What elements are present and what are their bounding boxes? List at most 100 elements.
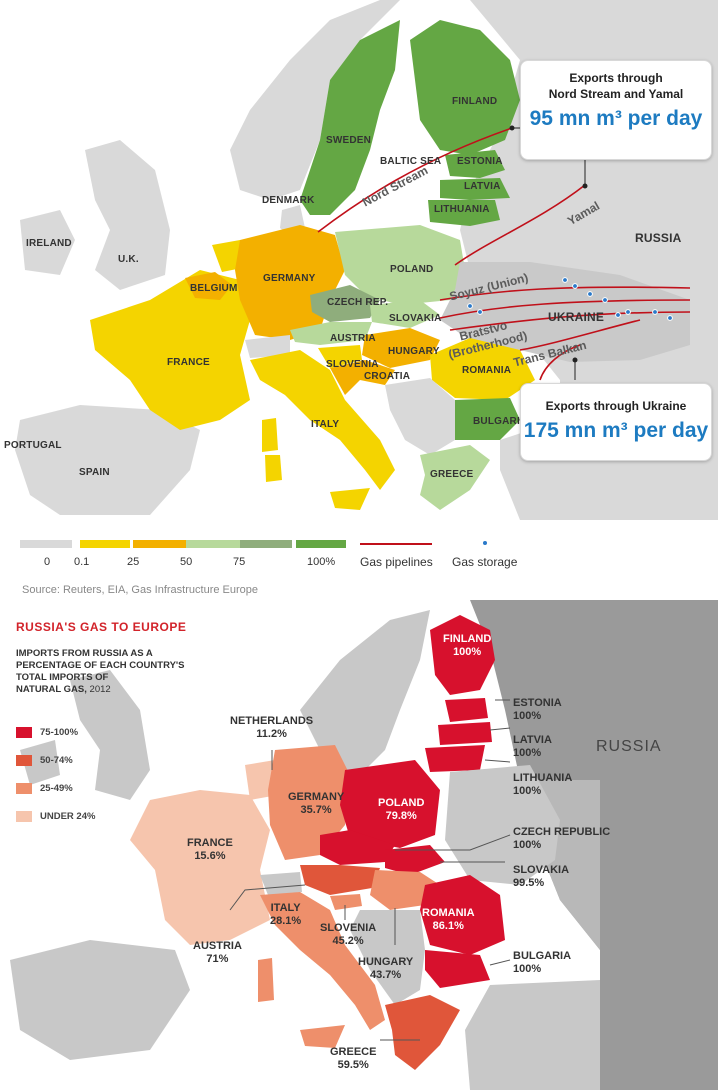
subtitle-line4: NATURAL GAS, (16, 684, 87, 695)
label-finland: FINLAND (452, 96, 498, 107)
callout-south-value: 175 mn m³ per day (523, 419, 709, 442)
country-hungary: HUNGARY 43.7% (358, 956, 413, 982)
estonia-name: ESTONIA (513, 697, 562, 709)
finland-value: 100% (453, 646, 482, 658)
czech-name: CZECH REPUBLIC (513, 826, 611, 838)
greece-value: 59.5% (337, 1059, 369, 1071)
country-france: FRANCE 15.6% (187, 837, 233, 863)
bottom-legend-item-3: 25-49% (16, 783, 73, 794)
legend-swatch-under-24 (16, 811, 32, 822)
country-romania: ROMANIA 86.1% (422, 907, 475, 933)
label-italy: ITALY (311, 419, 340, 430)
country-germany: GERMANY 35.7% (288, 791, 344, 817)
callout-north-line1: Exports through (569, 71, 663, 85)
top-map: FINLAND SWEDEN ESTONIA BALTIC SEA LATVIA… (0, 0, 718, 520)
subtitle-line3: TOTAL IMPORTS OF (16, 672, 109, 683)
country-czech: CZECH REPUBLIC 100% (513, 826, 610, 852)
gas-storage-points (467, 277, 673, 321)
legend-storage-label: Gas storage (452, 555, 518, 569)
slovakia-value: 99.5% (513, 877, 545, 889)
label-austria: AUSTRIA (330, 333, 376, 344)
country-italy: ITALY 28.1% (270, 902, 301, 928)
label-sweden: SWEDEN (326, 135, 372, 146)
italy-shape (260, 892, 385, 1030)
country-netherlands: NETHERLANDS 11.2% (230, 715, 313, 741)
country-lithuania: LITHUANIA 100% (513, 772, 572, 798)
legend-swatch-25-49 (16, 783, 32, 794)
greece-shape (385, 995, 460, 1070)
finland-region (410, 20, 520, 155)
france-name: FRANCE (187, 837, 233, 849)
legend-label-under-24: UNDER 24% (40, 811, 96, 823)
germany-shape (268, 745, 350, 860)
italy-value: 28.1% (270, 915, 302, 927)
bottom-subtitle: IMPORTS FROM RUSSIA AS A PERCENTAGE OF E… (16, 648, 196, 696)
country-poland: POLAND 79.8% (378, 797, 424, 823)
label-lithuania: LITHUANIA (434, 204, 490, 215)
lithuania-name: LITHUANIA (513, 772, 573, 784)
romania-shape (420, 875, 505, 955)
latvia-value: 100% (513, 747, 542, 759)
label-slovenia: SLOVENIA (326, 359, 379, 370)
legend-swatch-50-74 (16, 755, 32, 766)
legend-swatch-0 (20, 540, 72, 548)
country-greece: GREECE 59.5% (330, 1046, 376, 1072)
callout-south-title: Exports through Ukraine (545, 399, 687, 413)
country-latvia: LATVIA 100% (513, 734, 552, 760)
poland-name: POLAND (378, 797, 425, 809)
legend-label-75-100: 75-100% (40, 727, 79, 739)
subtitle-line1: IMPORTS FROM RUSSIA AS A (16, 648, 153, 659)
france-region (90, 270, 250, 430)
poland-region (335, 225, 465, 305)
label-ukraine: UKRAINE (548, 310, 605, 324)
country-austria: AUSTRIA 71% (193, 940, 242, 966)
label-belgium: BELGIUM (190, 283, 238, 294)
country-bulgaria: BULGARIA 100% (513, 950, 571, 976)
legend-swatch-2 (133, 540, 186, 548)
callout-nord-stream-yamal: Exports through Nord Stream and Yamal 95… (520, 60, 712, 160)
bottom-legend-item-4: UNDER 24% (16, 811, 95, 822)
legend-swatch-1 (80, 540, 130, 548)
callout-ukraine: Exports through Ukraine 175 mn m³ per da… (520, 383, 712, 461)
romania-value: 86.1% (432, 920, 464, 932)
austria-value: 71% (206, 953, 229, 965)
legend-tick-2: 25 (127, 556, 140, 568)
legend-tick-1: 0.1 (74, 556, 90, 568)
legend-swatch-5 (296, 540, 346, 548)
estonia-value: 100% (513, 710, 542, 722)
czech-value: 100% (513, 839, 542, 851)
bottom-legend-item-2: 50-74% (16, 755, 73, 766)
legend-swatch-75-100 (16, 727, 32, 738)
slovenia-name: SLOVENIA (320, 922, 377, 934)
label-bulgaria: BULGARIA (473, 416, 528, 427)
label-poland: POLAND (390, 264, 434, 275)
bottom-legend-item-1: 75-100% (16, 727, 78, 738)
label-uk: U.K. (118, 254, 139, 265)
netherlands-value: 11.2% (256, 728, 287, 740)
greece-name: GREECE (330, 1046, 377, 1058)
legend-label-50-74: 50-74% (40, 755, 73, 767)
austria-name: AUSTRIA (193, 940, 242, 952)
hungary-value: 43.7% (370, 969, 402, 981)
label-slovakia: SLOVAKIA (389, 313, 442, 324)
legend-tick-5: 100% (307, 556, 336, 568)
slovakia-name: SLOVAKIA (513, 864, 570, 876)
bottom-title: RUSSIA'S GAS TO EUROPE (16, 620, 187, 634)
legend-swatch-4 (240, 540, 292, 548)
latvia-name: LATVIA (513, 734, 552, 746)
netherlands-name: NETHERLANDS (230, 715, 314, 727)
callout-north-value: 95 mn m³ per day (529, 107, 703, 130)
label-latvia: LATVIA (464, 181, 501, 192)
country-slovakia: SLOVAKIA 99.5% (513, 864, 569, 890)
legend-tick-0: 0 (44, 556, 51, 568)
label-hungary: HUNGARY (388, 346, 440, 357)
legend-swatch-3 (186, 540, 240, 548)
lithuania-value: 100% (513, 785, 542, 797)
label-baltic-sea: BALTIC SEA (380, 156, 442, 167)
romania-name: ROMANIA (422, 907, 475, 919)
legend-pipeline-line (360, 543, 432, 545)
slovenia-value: 45.2% (332, 935, 364, 947)
label-portugal: PORTUGAL (4, 440, 62, 451)
bottom-map-graphic (0, 600, 718, 1090)
country-estonia: ESTONIA 100% (513, 697, 562, 723)
